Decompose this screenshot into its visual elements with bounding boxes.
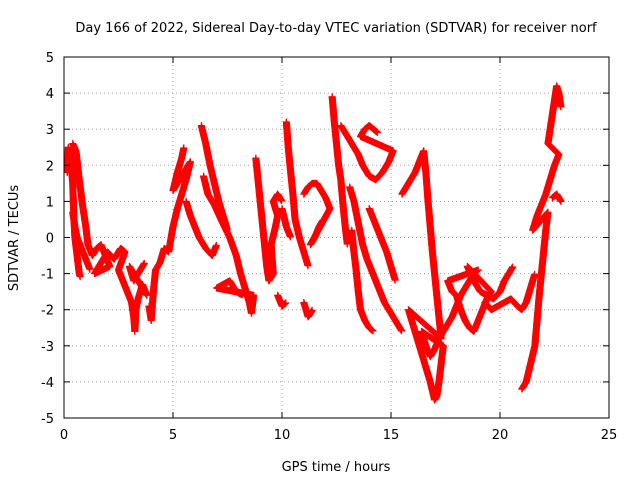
data-points [63, 82, 565, 404]
data-point [76, 273, 84, 281]
chart-title: Day 166 of 2022, Sidereal Day-to-day VTE… [75, 21, 597, 36]
data-point [86, 265, 94, 273]
